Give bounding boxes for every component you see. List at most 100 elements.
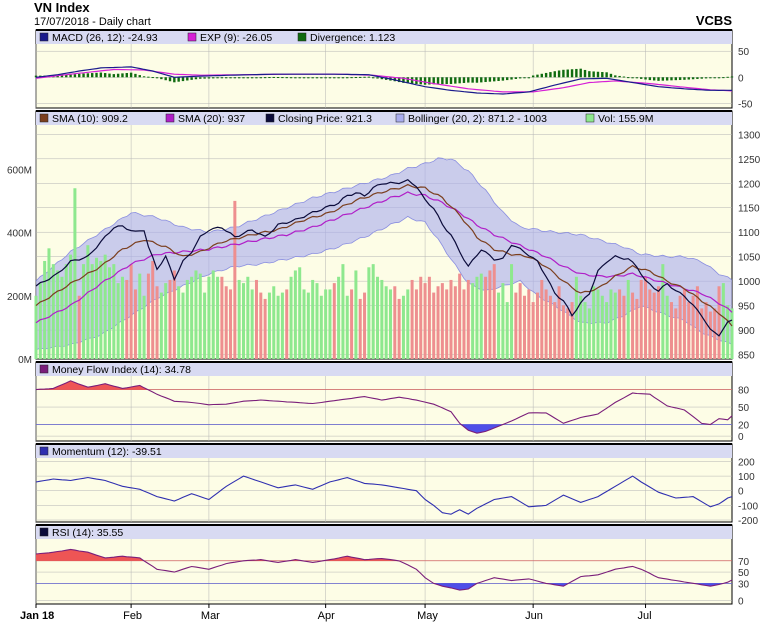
- legend-entry: SMA (20): 937: [178, 113, 245, 125]
- volume-bar: [380, 279, 384, 359]
- divergence-bar: [147, 76, 150, 78]
- divergence-bar: [462, 77, 466, 83]
- y-tick-label: 1300: [738, 130, 761, 141]
- divergence-bar: [263, 77, 267, 79]
- legend-entry: Closing Price: 921.3: [278, 113, 372, 125]
- divergence-bar: [56, 75, 59, 78]
- divergence-bar: [497, 77, 500, 81]
- volume-bar: [704, 302, 708, 359]
- divergence-bar: [216, 77, 219, 79]
- divergence-bar: [272, 76, 275, 78]
- volume-bar: [34, 295, 38, 359]
- divergence-bar: [78, 73, 81, 78]
- volume-bar: [181, 292, 185, 359]
- divergence-bar: [259, 77, 262, 79]
- volume-bar: [142, 295, 146, 359]
- divergence-bar: [173, 77, 176, 83]
- divergence-bar: [242, 77, 245, 79]
- volume-bar: [501, 283, 505, 359]
- divergence-bar: [393, 77, 397, 82]
- divergence-bar: [428, 77, 431, 85]
- y-tick-label: 1000: [738, 277, 761, 288]
- divergence-bar: [324, 77, 327, 79]
- volume-bar: [479, 273, 483, 359]
- volume-bar: [566, 308, 570, 359]
- legend-entry: Vol: 155.9M: [598, 113, 653, 125]
- y-tick-label: 80: [738, 386, 750, 397]
- divergence-bar: [722, 77, 725, 79]
- divergence-bar: [622, 76, 626, 78]
- volume-bar: [419, 276, 423, 359]
- divergence-bar: [367, 76, 371, 78]
- legend-swatch: [39, 113, 49, 123]
- divergence-bar: [518, 77, 522, 79]
- divergence-bar: [350, 77, 353, 79]
- volume-bar: [406, 289, 410, 359]
- divergence-bar: [665, 77, 669, 81]
- panel-momentum: 200 100 0 -100 -200 Momentum (12): -39.51: [35, 443, 758, 527]
- volume-bar: [220, 276, 224, 359]
- volume-bar: [332, 283, 336, 359]
- divergence-bar: [90, 73, 94, 78]
- volume-bar: [423, 283, 427, 359]
- volume-tick-label: 600M: [7, 165, 32, 176]
- divergence-bar: [644, 77, 647, 80]
- legend-swatch: [39, 32, 49, 42]
- divergence-bar: [203, 77, 206, 79]
- volume-bar: [345, 295, 349, 359]
- divergence-bar: [346, 77, 349, 79]
- divergence-bar: [177, 77, 180, 82]
- y-tick-label: 900: [738, 326, 755, 337]
- volume-bar: [250, 289, 254, 359]
- divergence-bar: [112, 74, 116, 78]
- volume-bar: [224, 286, 228, 359]
- divergence-bar: [652, 77, 656, 81]
- volume-bar: [155, 286, 159, 359]
- volume-bar: [535, 292, 539, 359]
- volume-bar: [518, 283, 522, 359]
- volume-bar: [350, 289, 354, 359]
- divergence-bar: [82, 73, 85, 78]
- divergence-bar: [289, 77, 293, 79]
- volume-bar: [544, 289, 548, 359]
- legend-swatch: [297, 32, 307, 42]
- volume-bar: [691, 295, 695, 359]
- divergence-bar: [553, 71, 556, 78]
- divergence-bar: [333, 77, 336, 79]
- divergence-bar: [129, 72, 133, 78]
- volume-bar: [393, 286, 397, 359]
- volume-bar: [458, 273, 462, 359]
- bollinger-upper: [35, 157, 733, 282]
- volume-bar: [462, 289, 466, 359]
- volume-bar: [151, 260, 155, 359]
- divergence-bar: [281, 77, 284, 79]
- volume-bar: [237, 279, 241, 359]
- divergence-bar: [635, 77, 639, 79]
- volume-bar: [363, 292, 367, 359]
- divergence-bar: [717, 77, 721, 79]
- panel-mfi: 80 50 200 Money Flow Index (14): 34.78: [35, 361, 750, 443]
- volume-bar: [648, 289, 652, 359]
- divergence-bar: [501, 77, 505, 81]
- volume-bar: [229, 289, 233, 359]
- divergence-bar: [614, 75, 617, 78]
- divergence-bar: [592, 71, 595, 78]
- y-tick-label: 50: [738, 403, 750, 414]
- legend-swatch: [39, 446, 49, 456]
- divergence-bar: [311, 77, 314, 79]
- panel-macd: 50 0 -50 MACD (26, 12): -24.93 EXP (9): -26.…: [34, 29, 753, 110]
- y-tick-label: 20: [738, 420, 750, 431]
- volume-bar: [721, 283, 725, 359]
- divergence-bar: [246, 77, 250, 79]
- divergence-bar: [678, 77, 682, 80]
- divergence-bar: [648, 77, 652, 81]
- legend-swatch: [585, 113, 595, 123]
- volume-bar: [302, 289, 306, 359]
- volume-bar: [639, 279, 643, 359]
- volume-bar: [77, 295, 81, 359]
- y-tick-label: 1050: [738, 253, 761, 264]
- divergence-bar: [627, 77, 630, 79]
- volume-bar: [60, 276, 64, 359]
- divergence-bar: [237, 77, 241, 79]
- volume-bar: [120, 276, 124, 359]
